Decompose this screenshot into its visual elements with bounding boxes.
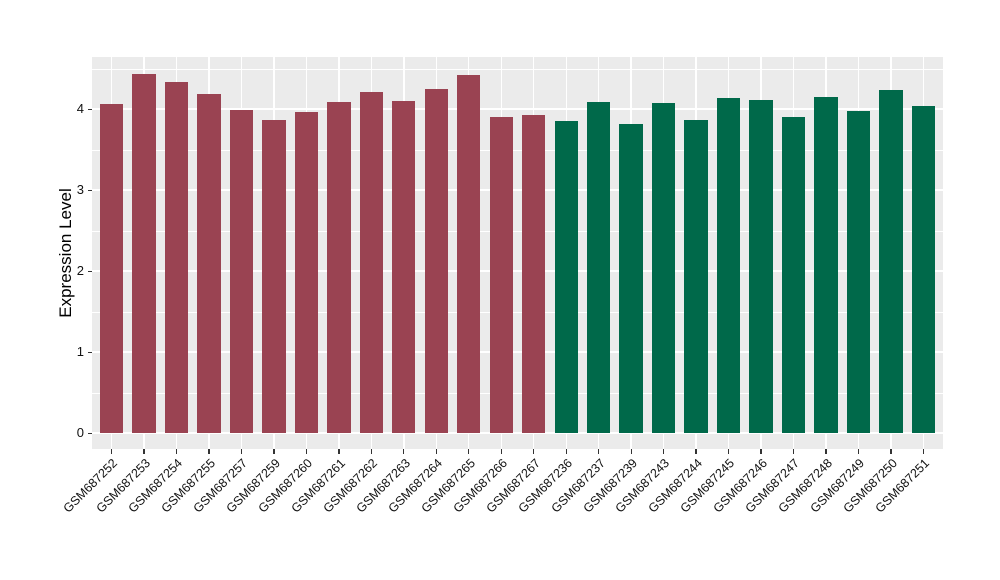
x-tick: [305, 449, 308, 454]
y-axis-title: Expression Level: [56, 188, 75, 318]
y-major-gridline: [92, 351, 943, 353]
x-tick: [143, 449, 145, 454]
y-minor-gridline: [92, 149, 943, 151]
y-major-gridline: [92, 189, 943, 191]
bar-GSM687262: [359, 91, 384, 433]
x-tick: [760, 449, 762, 454]
x-tick: [565, 449, 567, 454]
bar-GSM687237: [587, 101, 611, 433]
x-tick: [338, 449, 340, 454]
bar-GSM687261: [327, 101, 351, 433]
bar-GSM687255: [197, 94, 221, 433]
x-tick: [208, 449, 210, 454]
y-tick: [87, 189, 92, 191]
bar-GSM687254: [164, 82, 189, 433]
x-tick: [695, 449, 697, 454]
x-tick: [468, 449, 470, 454]
y-major-gridline: [92, 270, 943, 272]
bar-layer: [92, 57, 943, 449]
bar-GSM687252: [99, 104, 124, 433]
bar-GSM687263: [392, 100, 416, 433]
y-tick: [87, 351, 92, 353]
plot-panel: [92, 57, 943, 449]
bar-GSM687239: [619, 123, 643, 433]
x-tick: [500, 449, 502, 454]
x-tick: [240, 449, 243, 454]
y-tick: [87, 432, 92, 434]
x-tick: [370, 449, 372, 454]
y-tick-label: 0: [76, 425, 84, 440]
bar-GSM687250: [879, 89, 903, 433]
y-tick-label: 3: [76, 182, 84, 197]
bar-GSM687257: [229, 109, 254, 433]
bar-GSM687251: [911, 105, 936, 433]
bar-GSM687249: [846, 111, 871, 433]
bar-GSM687259: [262, 119, 286, 433]
bar-GSM687264: [424, 88, 448, 433]
x-tick: [890, 449, 892, 454]
x-tick: [403, 449, 405, 454]
x-tick: [663, 449, 665, 454]
bar-GSM687236: [554, 121, 578, 433]
x-tick: [110, 449, 113, 454]
y-minor-gridline: [92, 68, 943, 70]
y-tick-label: 2: [76, 263, 84, 278]
y-tick-label: 1: [76, 344, 84, 359]
bar-GSM687267: [522, 114, 546, 433]
x-tick: [792, 449, 795, 454]
y-minor-gridline: [92, 311, 943, 313]
bar-GSM687265: [457, 74, 481, 433]
x-tick: [630, 449, 632, 454]
x-tick: [857, 449, 860, 454]
bar-GSM687244: [684, 120, 708, 433]
y-minor-gridline: [92, 230, 943, 232]
bar-GSM687260: [294, 112, 319, 433]
y-minor-gridline: [92, 392, 943, 394]
bar-GSM687253: [132, 74, 156, 433]
y-major-gridline: [92, 432, 943, 434]
x-tick: [533, 449, 535, 454]
x-tick: [598, 449, 600, 454]
y-tick-label: 4: [76, 101, 84, 116]
x-tick: [273, 449, 275, 454]
x-tick: [825, 449, 827, 454]
bar-GSM687247: [781, 117, 806, 433]
bar-GSM687248: [814, 96, 838, 433]
y-tick: [87, 270, 92, 272]
y-tick: [87, 108, 92, 110]
bar-GSM687246: [749, 100, 773, 433]
y-major-gridline: [92, 108, 943, 110]
x-tick: [727, 449, 730, 454]
bar-GSM687266: [489, 117, 513, 433]
bar-GSM687243: [651, 103, 676, 433]
x-tick: [922, 449, 925, 454]
x-tick: [435, 449, 437, 454]
bar-GSM687245: [716, 98, 741, 433]
x-tick: [175, 449, 178, 454]
